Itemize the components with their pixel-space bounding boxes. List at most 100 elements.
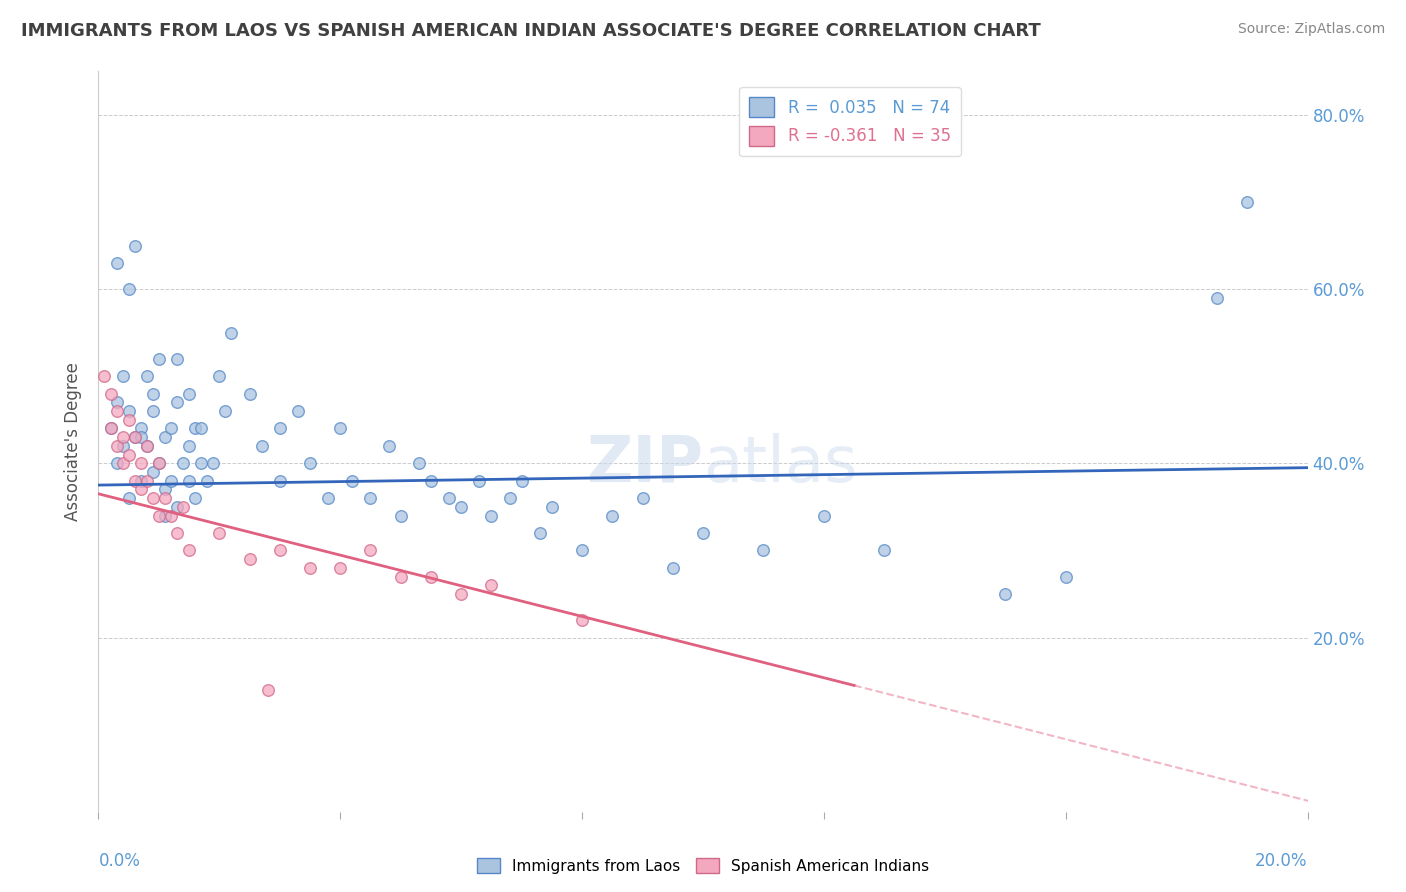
Point [813,508,835,523]
Point [100,386,122,401]
Point [202,456,225,470]
Point [571,613,593,627]
Point [142,404,165,418]
Point [124,238,146,252]
Point [135,439,157,453]
Point [510,474,533,488]
Text: IMMIGRANTS FROM LAOS VS SPANISH AMERICAN INDIAN ASSOCIATE'S DEGREE CORRELATION C: IMMIGRANTS FROM LAOS VS SPANISH AMERICAN… [21,22,1040,40]
Point [142,491,165,505]
Point [111,369,134,384]
Point [184,421,207,435]
Point [498,491,520,505]
Point [148,508,170,523]
Point [111,456,134,470]
Point [129,474,152,488]
Point [135,474,157,488]
Point [529,526,551,541]
Point [250,439,273,453]
Point [111,430,134,444]
Point [100,421,122,435]
Point [239,552,262,566]
Point [179,439,201,453]
Point [631,491,654,505]
Point [190,456,212,470]
Point [360,491,382,505]
Point [360,543,382,558]
Point [129,456,152,470]
Point [124,430,146,444]
Point [239,386,262,401]
Point [179,543,201,558]
Point [111,439,134,453]
Point [118,491,141,505]
Point [129,430,152,444]
Point [118,448,141,462]
Point [105,256,128,270]
Point [450,500,472,514]
Point [389,569,412,583]
Y-axis label: Associate's Degree: Associate's Degree [65,362,83,521]
Point [481,508,503,523]
Point [420,569,443,583]
Point [389,508,412,523]
Point [994,587,1017,601]
Point [287,404,309,418]
Point [172,500,194,514]
Point [214,404,236,418]
Point [129,483,152,497]
Point [135,369,157,384]
Point [329,421,352,435]
Legend: R =  0.035   N = 74, R = -0.361   N = 35: R = 0.035 N = 74, R = -0.361 N = 35 [740,87,960,156]
Point [602,508,624,523]
Point [873,543,896,558]
Point [1054,569,1077,583]
Text: Source: ZipAtlas.com: Source: ZipAtlas.com [1237,22,1385,37]
Point [468,474,491,488]
Point [269,543,291,558]
Point [179,386,201,401]
Point [166,526,188,541]
Point [135,439,157,453]
Text: atlas: atlas [703,433,858,495]
Point [661,561,683,575]
Point [153,508,176,523]
Point [342,474,364,488]
Point [100,421,122,435]
Point [377,439,399,453]
Point [208,526,231,541]
Point [124,474,146,488]
Point [269,421,291,435]
Point [190,421,212,435]
Point [1206,291,1229,305]
Legend: Immigrants from Laos, Spanish American Indians: Immigrants from Laos, Spanish American I… [471,852,935,880]
Point [184,491,207,505]
Point [142,465,165,479]
Point [299,561,322,575]
Point [124,430,146,444]
Point [105,456,128,470]
Point [752,543,775,558]
Point [118,404,141,418]
Point [450,587,472,601]
Point [129,421,152,435]
Point [148,456,170,470]
Point [160,474,183,488]
Point [160,421,183,435]
Point [166,395,188,409]
Point [118,282,141,296]
Point [118,413,141,427]
Point [172,456,194,470]
Point [93,369,115,384]
Point [299,456,322,470]
Point [153,483,176,497]
Point [166,500,188,514]
Point [105,404,128,418]
Point [221,326,243,340]
Point [105,395,128,409]
Point [153,491,176,505]
Point [142,386,165,401]
Point [153,430,176,444]
Point [148,456,170,470]
Point [316,491,339,505]
Point [105,439,128,453]
